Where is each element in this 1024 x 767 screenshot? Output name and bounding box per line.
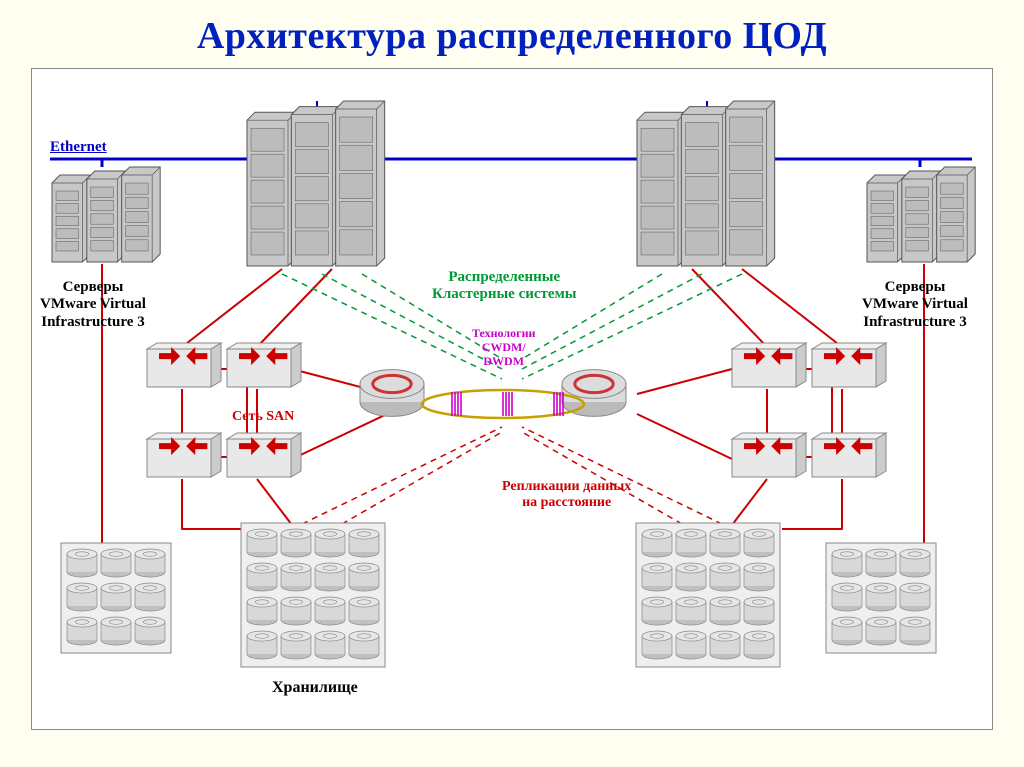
label-servers_left: Серверы VMware Virtual Infrastructure 3	[40, 279, 146, 331]
label-servers_right: Серверы VMware Virtual Infrastructure 3	[862, 279, 968, 331]
page-title: Архитектура распределенного ЦОД	[0, 0, 1024, 68]
diagram-svg	[32, 69, 992, 729]
label-replication: Репликации данных на расстояние	[502, 479, 631, 511]
label-storage: Хранилище	[272, 679, 358, 697]
diagram-canvas: Ethernet Серверы VMware Virtual Infrastru…	[31, 68, 993, 730]
label-san: Сеть SAN	[232, 409, 294, 425]
label-tech: Технологии CWDM/ DWDM	[472, 327, 535, 368]
label-clusters: Распределенные Кластерные системы	[432, 269, 577, 304]
label-ethernet: Ethernet	[50, 139, 107, 156]
